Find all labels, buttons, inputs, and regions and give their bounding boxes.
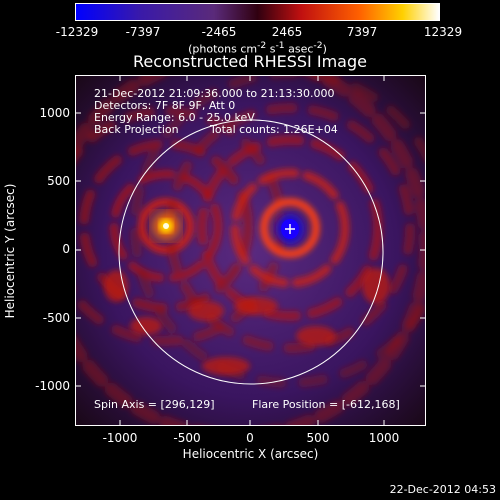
method-label: Back Projection: [94, 123, 179, 136]
colorbar-tick-label: 2465: [271, 25, 303, 39]
x-tick-label: 500: [306, 431, 330, 445]
spin-axis-label: Spin Axis = [296,129]: [94, 398, 215, 411]
x-tick-label: 0: [246, 431, 254, 445]
y-tick-label: 1000: [39, 106, 70, 120]
y-axis-label: Heliocentric Y (arcsec): [3, 183, 17, 319]
flare-position-label: Flare Position = [-612,168]: [252, 398, 400, 411]
detectors-label: Detectors: 7F 8F 9F, Att 0: [94, 99, 236, 112]
rhessi-image: [76, 76, 425, 425]
energy-range-label: Energy Range: 6.0 - 25.0 keV: [94, 111, 255, 124]
colorbar-tick-label: 7397: [346, 25, 378, 39]
y-tick-label: -1000: [35, 379, 70, 393]
y-tick-label: 500: [47, 174, 70, 188]
colorbar-tick-label: -2465: [201, 25, 237, 39]
x-axis-label: Heliocentric X (arcsec): [182, 447, 319, 461]
x-tick-label: -1000: [102, 431, 138, 445]
colorbar: [75, 3, 440, 21]
colorbar-tick-label: 12329: [423, 25, 463, 39]
timestamp: 22-Dec-2012 04:53: [389, 483, 496, 496]
y-tick-label: -500: [42, 311, 70, 325]
rhessi-image-plot: 21-Dec-2012 21:09:36.000 to 21:13:30.000…: [75, 75, 426, 426]
x-tick-label: 1000: [368, 431, 400, 445]
time-range-label: 21-Dec-2012 21:09:36.000 to 21:13:30.000: [94, 87, 335, 100]
plot-title: Reconstructed RHESSI Image: [133, 52, 367, 71]
colorbar-tick-label: -12329: [55, 25, 99, 39]
colorbar-tick-label: -7397: [125, 25, 161, 39]
x-tick-label: -500: [173, 431, 201, 445]
total-counts-label: Total counts: 1.26E+04: [210, 123, 338, 136]
solar-limb: [118, 119, 384, 385]
colorbar-units: (photons cm-2 s-1 asec-2): [188, 40, 327, 56]
y-tick-label: 0: [62, 242, 70, 256]
